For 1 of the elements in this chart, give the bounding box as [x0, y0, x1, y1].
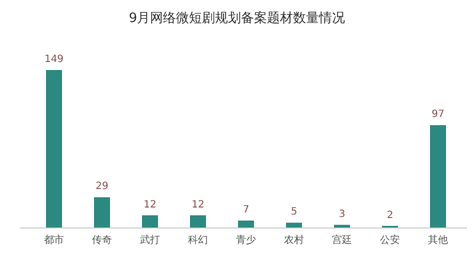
title: 9月网络微短剧规划备案题材数量情况 [128, 11, 346, 26]
